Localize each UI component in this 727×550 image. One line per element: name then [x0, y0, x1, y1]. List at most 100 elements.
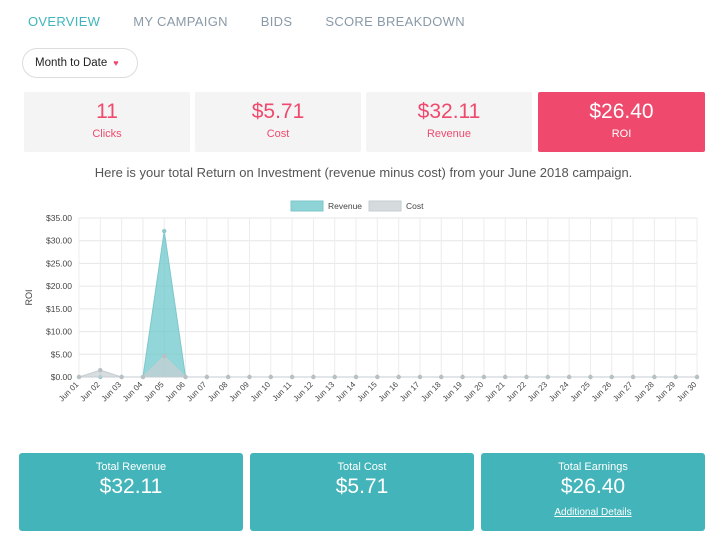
data-point-cost	[566, 374, 572, 380]
stat-roi: $26.40 ROI	[538, 92, 705, 152]
tab-my-campaign[interactable]: MY CAMPAIGN	[133, 14, 228, 29]
stat-roi-value: $26.40	[589, 100, 654, 123]
x-tick-label: Jun 09	[228, 380, 252, 404]
tab-score-breakdown[interactable]: SCORE BREAKDOWN	[325, 14, 465, 29]
y-tick-label: $25.00	[46, 258, 72, 268]
x-tick-label: Jun 28	[632, 380, 656, 404]
x-tick-label: Jun 02	[78, 380, 102, 404]
data-point-cost	[417, 374, 423, 380]
data-point-cost	[503, 374, 508, 380]
x-tick-label: Jun 24	[547, 380, 571, 404]
x-tick-label: Jun 10	[249, 380, 273, 404]
total-cost-title: Total Cost	[337, 461, 387, 473]
total-earnings-title: Total Earnings	[558, 461, 628, 473]
stat-roi-label: ROI	[611, 128, 632, 140]
data-point-cost	[353, 374, 359, 380]
data-point-cost	[268, 374, 273, 380]
data-point-cost	[673, 374, 678, 380]
data-point-cost	[76, 374, 82, 380]
stat-cost-value: $5.71	[251, 100, 305, 123]
x-tick-label: Jun 26	[590, 380, 614, 404]
data-point-cost	[311, 374, 316, 380]
data-point-cost	[183, 374, 188, 380]
data-point-cost	[247, 374, 252, 380]
data-point-cost	[204, 374, 210, 380]
data-point-cost	[140, 374, 146, 380]
x-tick-label: Jun 05	[142, 380, 166, 404]
data-point-cost	[609, 374, 614, 380]
x-tick-label: Jun 17	[398, 380, 422, 404]
tab-bar: OVERVIEW MY CAMPAIGN BIDS SCORE BREAKDOW…	[28, 14, 498, 34]
data-point-cost	[439, 374, 444, 380]
x-tick-label: Jun 08	[206, 380, 230, 404]
x-tick-label: Jun 27	[611, 380, 635, 404]
data-point-cost	[588, 374, 593, 380]
stat-cost: $5.71 Cost	[195, 92, 361, 152]
x-tick-label: Jun 25	[569, 380, 593, 404]
data-point-cost	[98, 367, 103, 373]
data-point-cost	[289, 374, 295, 380]
x-tick-label: Jun 18	[419, 380, 443, 404]
y-tick-label: $15.00	[46, 304, 72, 314]
stat-revenue-value: $32.11	[417, 100, 481, 123]
series-area-revenue	[79, 231, 697, 378]
x-tick-label: Jun 22	[505, 380, 529, 404]
data-point-cost	[332, 374, 337, 380]
x-tick-label: Jun 15	[355, 380, 379, 404]
x-tick-label: Jun 03	[100, 380, 124, 404]
stat-revenue: $32.11 Revenue	[366, 92, 532, 152]
data-point-cost	[481, 374, 487, 380]
data-point-cost	[630, 374, 636, 380]
stat-clicks: 11 Clicks	[24, 92, 190, 152]
y-tick-label: $10.00	[46, 327, 72, 337]
date-range-label: Month to Date	[35, 57, 108, 69]
additional-details-link[interactable]: Additional Details	[554, 507, 632, 518]
data-point-cost	[460, 374, 465, 380]
date-range-dropdown[interactable]: Month to Date ♥	[22, 48, 138, 78]
x-tick-label: Jun 07	[185, 380, 209, 404]
total-cost-value: $5.71	[335, 475, 389, 498]
stat-clicks-value: 11	[96, 100, 118, 123]
stat-revenue-label: Revenue	[426, 128, 472, 140]
y-tick-label: $20.00	[46, 281, 72, 291]
roi-chart: $0.00 $5.00 $10.00 $15.00 $20.00 $25.00 $30.00…	[24, 200, 700, 404]
x-tick-label: Jun 06	[164, 380, 188, 404]
legend-label-revenue: Revenue	[328, 201, 362, 211]
legend-label-cost: Cost	[406, 201, 424, 211]
data-point-cost	[119, 374, 124, 380]
x-tick-label: Jun 14	[334, 380, 358, 404]
x-tick-label: Jun 04	[121, 380, 145, 404]
data-point-cost	[524, 374, 529, 380]
total-earnings-value: $26.40	[560, 475, 626, 498]
x-tick-label: Jun 13	[313, 380, 337, 404]
legend-swatch-cost	[368, 200, 402, 212]
data-point-cost	[545, 374, 551, 380]
total-cost-card: Total Cost $5.71	[250, 453, 474, 531]
roi-description: Here is your total Return on Investment …	[94, 165, 633, 180]
data-point-revenue	[162, 228, 167, 234]
data-point-cost	[162, 353, 167, 359]
x-tick-label: Jun 16	[377, 380, 401, 404]
total-revenue-title: Total Revenue	[95, 461, 167, 473]
x-tick-label: Jun 23	[526, 380, 550, 404]
legend-swatch-revenue	[290, 200, 324, 212]
y-tick-label: $5.00	[51, 349, 73, 359]
tab-overview[interactable]: OVERVIEW	[28, 14, 101, 29]
data-point-cost	[396, 374, 401, 380]
y-tick-label: $30.00	[46, 236, 72, 246]
data-point-cost	[694, 374, 700, 380]
tab-bids[interactable]: BIDS	[260, 14, 293, 29]
x-tick-label: Jun 19	[441, 380, 465, 404]
x-tick-label: Jun 20	[462, 380, 486, 404]
stat-cost-label: Cost	[266, 128, 290, 140]
x-tick-label: Jun 21	[483, 380, 507, 404]
x-tick-label: Jun 01	[57, 380, 81, 404]
y-axis-label: ROI	[24, 289, 34, 305]
data-point-cost	[225, 374, 231, 380]
data-point-cost	[375, 374, 380, 380]
y-tick-label: $35.00	[46, 213, 72, 223]
heart-icon: ♥	[113, 58, 119, 68]
y-tick-label: $0.00	[51, 372, 73, 382]
x-tick-label: Jun 12	[291, 380, 315, 404]
total-revenue-value: $32.11	[99, 475, 163, 498]
